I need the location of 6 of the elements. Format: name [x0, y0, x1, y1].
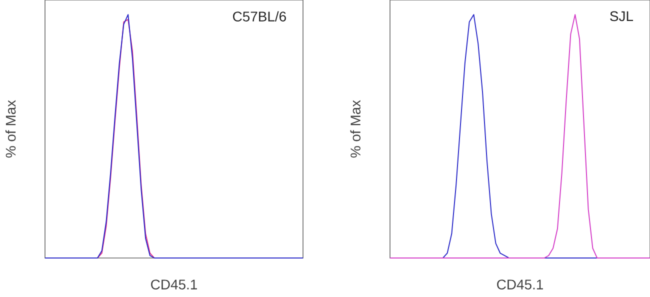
x-axis-title: CD45.1: [497, 280, 543, 290]
y-axis-title: % of Max: [5, 100, 16, 158]
annotation: SJL: [610, 11, 634, 22]
annotation: C57BL/6: [233, 11, 286, 22]
x-axis-title: CD45.1: [151, 280, 197, 290]
y-axis-title: % of Max: [350, 100, 360, 158]
